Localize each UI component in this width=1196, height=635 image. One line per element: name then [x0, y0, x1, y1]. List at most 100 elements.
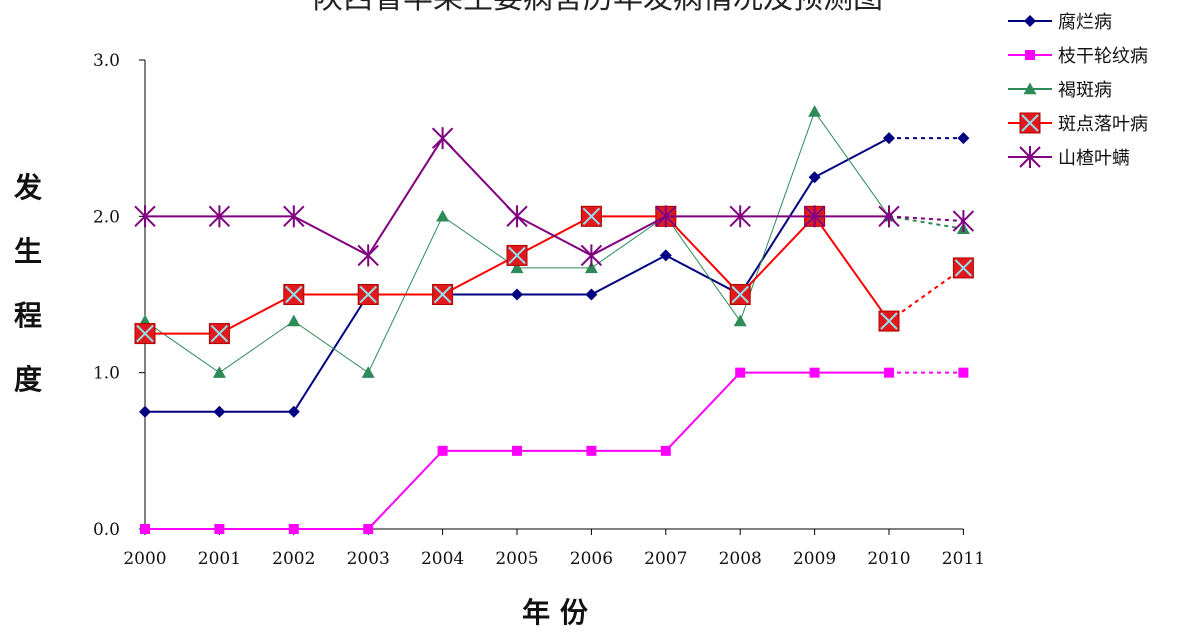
series-5-point [506, 205, 528, 228]
series-3-point [436, 209, 450, 222]
series-5-point [580, 244, 603, 267]
series-4-point-cross-b [508, 246, 526, 265]
series-4-point [357, 284, 379, 305]
x-tick-label: 2008 [719, 549, 762, 569]
x-tick-label: 2006 [570, 549, 613, 569]
series-5-point [431, 127, 454, 150]
series-3-point [733, 314, 747, 327]
legend-item: 山楂叶螨 [1008, 146, 1130, 169]
legend-label: 斑点落叶病 [1058, 114, 1148, 135]
legend-item: 腐烂病 [1008, 12, 1112, 33]
series-4-point [878, 310, 900, 332]
x-tick-label: 2003 [347, 549, 390, 569]
series-4-point-cross-b [359, 285, 377, 304]
series-3 [138, 105, 970, 378]
legend-label: 腐烂病 [1058, 12, 1112, 33]
series-3-point [510, 261, 524, 274]
series-4-point [208, 323, 230, 345]
series-4-point [283, 284, 305, 305]
series-3-point [212, 366, 226, 378]
series-2-point [214, 524, 225, 534]
series-3-point [808, 105, 822, 117]
series-1-point [883, 132, 895, 145]
y-axis-label-char: 程 [14, 299, 42, 332]
series-2-point [809, 367, 820, 378]
legend-swatch-marker-cross-b [1021, 114, 1039, 132]
series-5-point [208, 205, 231, 228]
legend-label: 山楂叶螨 [1058, 148, 1130, 169]
series-1-point [287, 405, 300, 418]
series-4-point-cross-b [136, 324, 154, 343]
series-4-point [432, 284, 454, 305]
legend-swatch-marker [1025, 50, 1035, 60]
series-4 [134, 205, 974, 345]
y-axis-label-char: 生 [14, 235, 42, 268]
series-4-point [134, 323, 156, 345]
series-4-point [729, 284, 751, 305]
y-tick-label: 0.0 [93, 520, 120, 540]
series-2-point [512, 445, 522, 456]
x-tick-label: 2010 [867, 549, 910, 569]
series-1-line [145, 137, 890, 413]
series-3-forecast-line [888, 215, 964, 230]
series-3-line [144, 110, 890, 374]
series-5-point [655, 205, 677, 228]
y-tick-label: 1.0 [93, 364, 120, 384]
series-1-point [957, 132, 970, 145]
x-tick-label: 2005 [495, 549, 538, 569]
legend-item: 斑点落叶病 [1008, 112, 1148, 135]
y-tick-label: 2.0 [93, 207, 120, 227]
series-3-point [584, 261, 598, 274]
legend-swatch-marker [1019, 112, 1041, 134]
x-tick-label: 2002 [272, 549, 315, 569]
legend-swatch-marker [1024, 15, 1036, 27]
series-5 [134, 127, 975, 267]
series-5-point [803, 205, 826, 228]
series-4-point-cross-b [880, 312, 898, 330]
legend-item: 褐斑病 [1008, 80, 1112, 101]
series-5-point [357, 244, 379, 267]
series-1-point [511, 288, 523, 301]
series-5-point [878, 205, 900, 228]
series-3-point [287, 314, 301, 327]
x-tick-label: 2000 [123, 549, 166, 569]
series-5-line [145, 136, 889, 257]
series-1-point [808, 171, 821, 184]
series-5-point [283, 205, 305, 228]
y-tick-label: 3.0 [93, 51, 120, 71]
series-4-point-cross-b [954, 259, 973, 277]
legend-label: 褐斑病 [1058, 80, 1112, 101]
series-1-point [659, 249, 672, 262]
legend-swatch-marker [1023, 82, 1037, 95]
series-5-point [729, 205, 751, 228]
series-1 [139, 132, 970, 418]
series-2-point [660, 445, 671, 456]
series-4-point-cross-b [433, 285, 452, 304]
series-5-point [134, 205, 156, 228]
series-4-point-cross-b [285, 285, 303, 304]
legend-swatch-marker [1019, 146, 1041, 168]
x-tick-label: 2011 [942, 549, 985, 569]
series-5-point [952, 210, 975, 233]
y-axis-label-char: 度 [14, 363, 42, 396]
legend-item: 枝干轮纹病 [1008, 46, 1148, 67]
x-axis-label: 年 份 [522, 596, 588, 629]
series-4-point-cross-b [731, 285, 749, 304]
series-4-point [580, 205, 602, 227]
x-tick-label: 2001 [198, 549, 241, 569]
x-tick-label: 2004 [421, 549, 464, 569]
series-2-point [735, 367, 746, 378]
series-2-point [586, 445, 597, 456]
series-2-point [288, 524, 299, 534]
series-3-point [361, 366, 375, 378]
x-tick-label: 2007 [644, 549, 687, 569]
series-4-point [952, 257, 974, 279]
series-2-point [363, 524, 374, 534]
series-1-point [139, 405, 151, 418]
series-2 [140, 367, 969, 534]
series-2-point [958, 367, 969, 378]
series-4-point-cross-b [582, 207, 601, 226]
